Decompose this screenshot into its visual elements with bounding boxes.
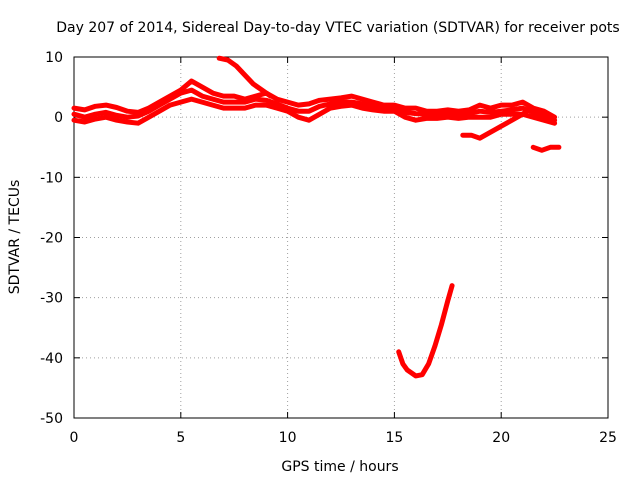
y-tick-label: 10 bbox=[45, 50, 63, 66]
y-axis-label: SDTVAR / TECUs bbox=[7, 180, 23, 295]
data-series bbox=[71, 55, 562, 379]
y-tick-label: -40 bbox=[40, 351, 63, 367]
y-tick-label: -20 bbox=[40, 231, 63, 247]
series-line-segment-18h bbox=[460, 108, 530, 141]
series-line-band-middle bbox=[71, 87, 558, 123]
series-line-segment-21h bbox=[530, 144, 562, 153]
chart-title: Day 207 of 2014, Sidereal Day-to-day VTE… bbox=[56, 20, 619, 36]
series-line-band-upper bbox=[71, 78, 558, 120]
x-tick-label: 0 bbox=[70, 430, 79, 446]
x-tick-label: 15 bbox=[385, 430, 403, 446]
series-line-dip-15h bbox=[396, 283, 455, 379]
x-tick-label: 20 bbox=[492, 430, 510, 446]
series-line-band-lower bbox=[71, 96, 558, 126]
x-tick-label: 10 bbox=[279, 430, 297, 446]
x-axis-label: GPS time / hours bbox=[281, 459, 398, 475]
x-tick-label: 25 bbox=[599, 430, 617, 446]
y-tick-label: -30 bbox=[40, 291, 63, 307]
y-tick-label: -10 bbox=[40, 170, 63, 186]
y-tick-label: -50 bbox=[40, 411, 63, 427]
x-tick-label: 5 bbox=[176, 430, 185, 446]
axis-ticks: 0 5 10 15 20 25 10 0 -10 -20 -30 -40 -50 bbox=[40, 50, 617, 446]
series-line-arc-7h bbox=[216, 55, 273, 99]
y-tick-label: 0 bbox=[54, 110, 63, 126]
